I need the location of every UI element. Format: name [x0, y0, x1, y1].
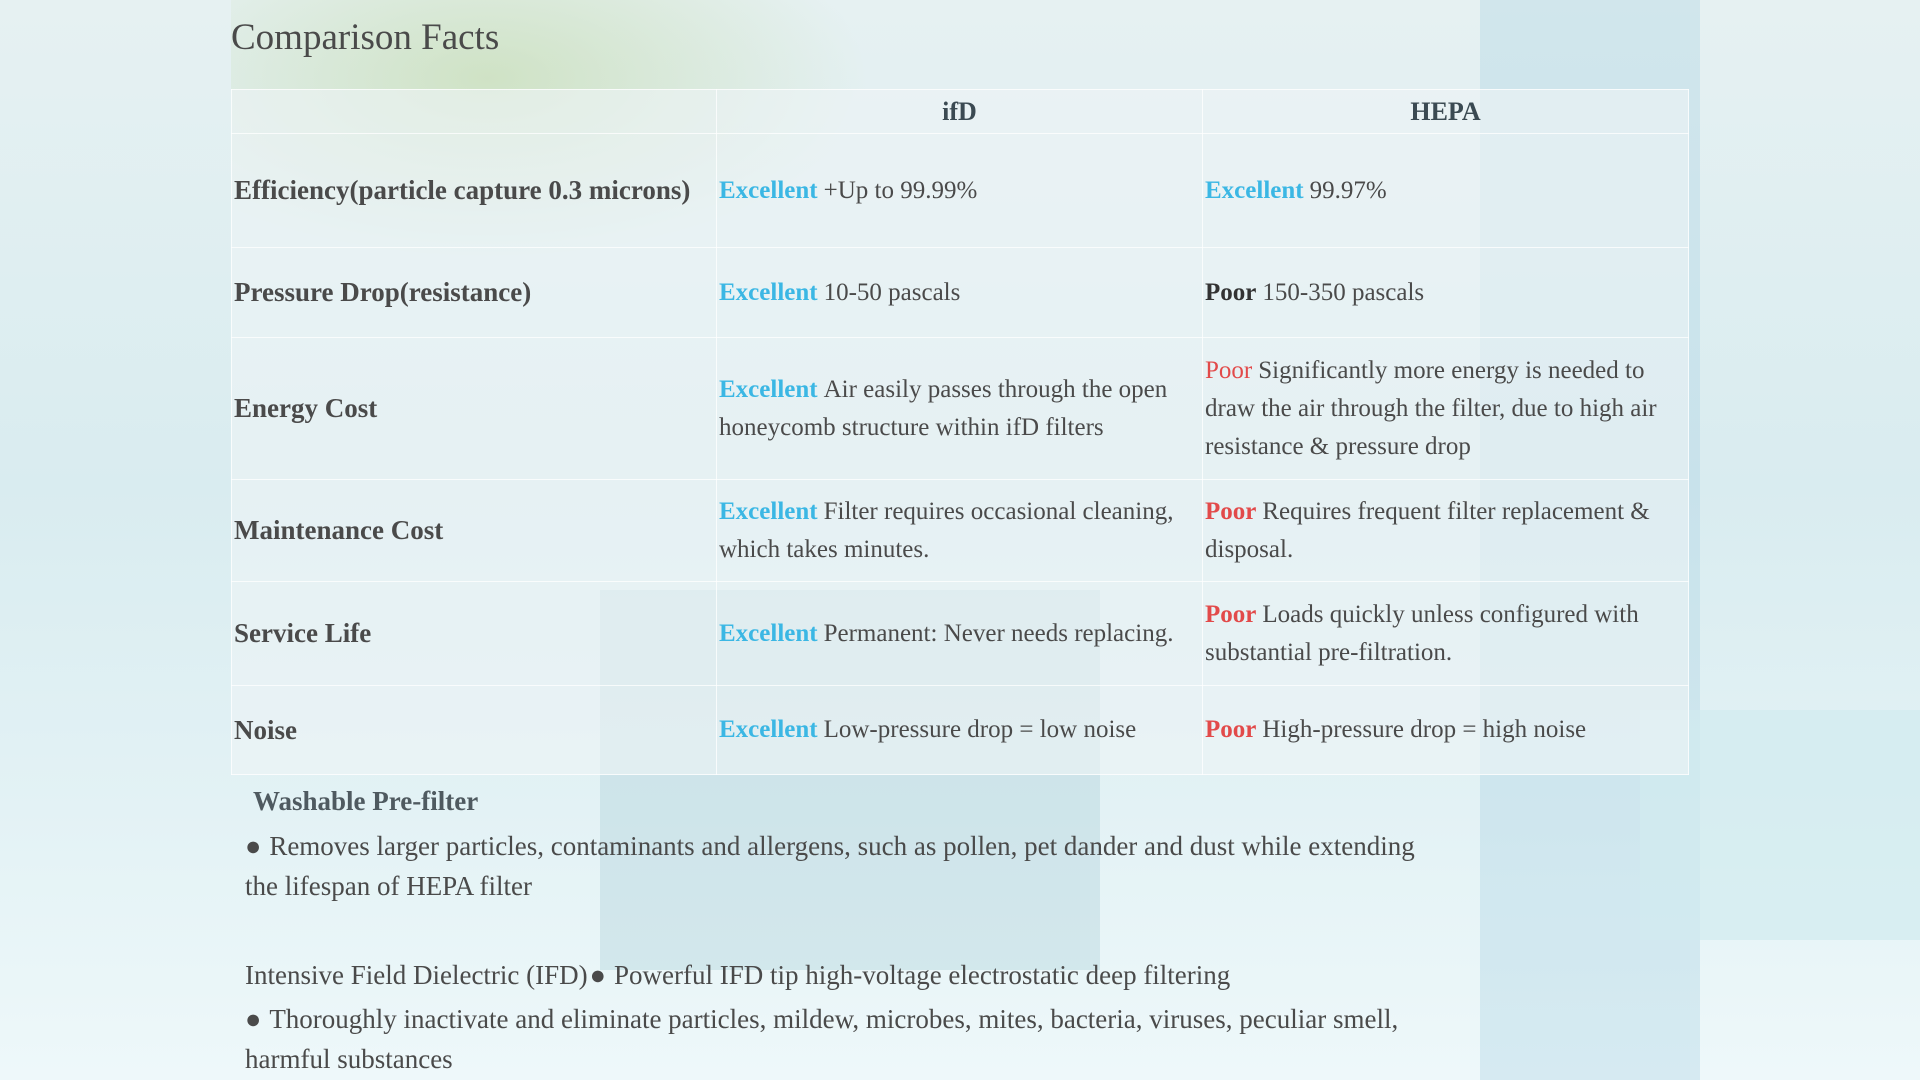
cell-text: +Up to 99.99% — [823, 176, 978, 204]
cell: Poor High-pressure drop = high noise — [1202, 685, 1689, 775]
rating: Poor — [1205, 716, 1257, 743]
row-label: Pressure Drop(resistance) — [231, 247, 717, 338]
rating: Excellent — [719, 716, 818, 743]
cell-text: Requires frequent filter replacement & d… — [1205, 497, 1650, 563]
cell-text: Filter requires occasional cleaning, whi… — [719, 497, 1174, 563]
rating: Poor — [1205, 497, 1257, 525]
page-title: Comparison Facts — [231, 17, 500, 58]
cell: Excellent +Up to 99.99% — [716, 133, 1203, 248]
section-heading: Intensive Field Dielectric (IFD) — [245, 960, 588, 990]
bullet — [245, 1004, 269, 1034]
row-label: Efficiency(particle capture 0.3 microns) — [231, 133, 717, 248]
cell: Poor Requires frequent filter replacement… — [1202, 479, 1689, 582]
cell-text: Air easily passes through the open honey… — [719, 375, 1168, 441]
rating: Excellent — [719, 176, 818, 204]
bullet — [245, 831, 269, 861]
rating: Poor — [1205, 356, 1253, 384]
bullet-text: Removes larger particles, contaminants a… — [245, 826, 1445, 906]
row: Noise Excellent Low-pressure drop = low n… — [231, 685, 1689, 775]
rating: Excellent — [1205, 176, 1304, 204]
row-label: Maintenance Cost — [231, 479, 717, 582]
bullet-text: Thoroughly inactivate and eliminate part… — [245, 1004, 1399, 1074]
cell: Excellent Low-pressure drop = low noise — [716, 685, 1203, 775]
header-cell — [231, 89, 717, 134]
rating: Poor — [1205, 600, 1257, 628]
comparison-table: ifD HEPA Efficiency(particle capture 0.3… — [231, 89, 1689, 775]
cell: Excellent Filter requires occasional clea… — [716, 479, 1203, 582]
rating: Excellent — [719, 497, 818, 525]
rating: Excellent — [719, 375, 818, 403]
cell-text: Low-pressure drop = low noise — [823, 716, 1137, 743]
cell-text: 10-50 pascals — [823, 278, 961, 306]
cell: Poor 150-350 pascals — [1202, 247, 1689, 338]
section-heading: Washable Pre-filter — [253, 786, 479, 816]
row: Service Life Excellent Permanent: Never n… — [231, 581, 1689, 686]
header-cell: HEPA — [1202, 89, 1689, 134]
cell-text: Significantly more energy is needed to d… — [1205, 356, 1657, 460]
cell: Poor Loads quickly unless configured with… — [1202, 581, 1689, 686]
bullet-text: Removes larger particles, contaminants a… — [245, 831, 1415, 901]
row: Pressure Drop(resistance) Excellent 10-50… — [231, 247, 1689, 338]
cell: Excellent Air easily passes through the o… — [716, 337, 1203, 480]
cell-text: 99.97% — [1309, 176, 1387, 204]
row-label: Noise — [231, 685, 717, 775]
row-label: Energy Cost — [231, 337, 717, 480]
cell: Excellent 99.97% — [1202, 133, 1689, 248]
row: Energy Cost Excellent Air easily passes t… — [231, 337, 1689, 480]
rating: Excellent — [719, 619, 818, 647]
rating: Excellent — [719, 278, 818, 306]
cell-text: High-pressure drop = high noise — [1262, 716, 1587, 743]
row-label: Service Life — [231, 581, 717, 686]
section-line: Intensive Field Dielectric (IFD) Powerful… — [245, 955, 1445, 995]
bullet-text: Thoroughly inactivate and eliminate part… — [245, 999, 1445, 1079]
cell-text: Loads quickly unless configured with sub… — [1205, 600, 1639, 666]
row: Efficiency(particle capture 0.3 microns)… — [231, 133, 1689, 248]
header-cell: ifD — [716, 89, 1203, 134]
cell-text: 150-350 pascals — [1262, 278, 1425, 306]
bullet-text: Powerful IFD tip high-voltage electrosta… — [613, 960, 1231, 990]
cell: Poor Significantly more energy is needed … — [1202, 337, 1689, 480]
bullet — [590, 960, 614, 990]
cell-text: Permanent: Never needs replacing. — [823, 619, 1174, 647]
cell: Excellent Permanent: Never needs replacin… — [716, 581, 1203, 686]
cell: Excellent 10-50 pascals — [716, 247, 1203, 338]
header-row: ifD HEPA — [231, 89, 1689, 134]
rating: Poor — [1205, 278, 1257, 306]
row: Maintenance Cost Excellent Filter require… — [231, 479, 1689, 582]
